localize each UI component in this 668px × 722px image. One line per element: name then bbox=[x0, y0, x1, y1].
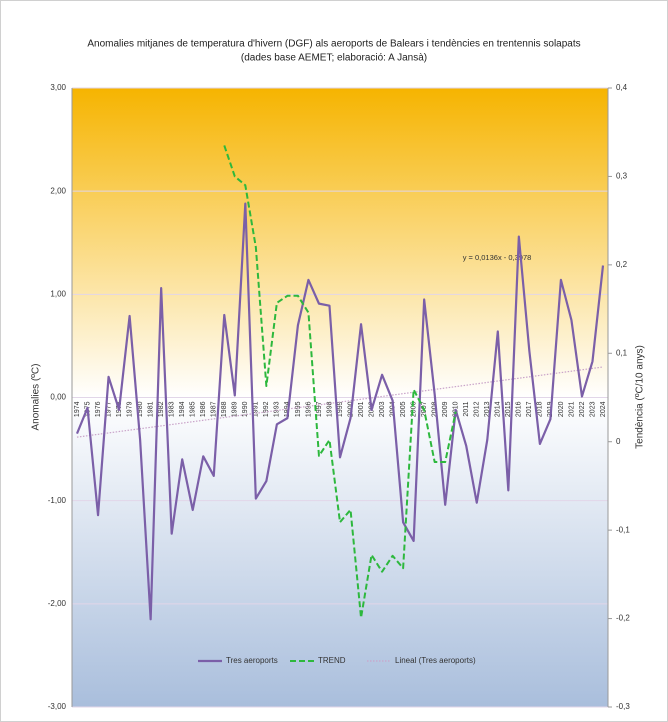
x-tick-label: 1991 bbox=[253, 401, 260, 417]
legend-label: Tres aeroports bbox=[226, 656, 278, 665]
x-tick-label: 1980 bbox=[137, 401, 144, 417]
x-tick-label: 1981 bbox=[147, 401, 154, 417]
x-tick-label: 1990 bbox=[242, 401, 249, 417]
y-tick-label: -3,00 bbox=[48, 702, 67, 711]
x-tick-label: 2015 bbox=[505, 401, 512, 417]
y-tick-label: 2,00 bbox=[50, 186, 66, 195]
x-tick-label: 2020 bbox=[558, 401, 565, 417]
trendline-equation: y = 0,0136x - 0,3978 bbox=[463, 253, 532, 262]
y2-tick-label: -0,3 bbox=[616, 702, 630, 711]
x-tick-label: 2016 bbox=[516, 401, 523, 417]
legend-label: Lineal (Tres aeroports) bbox=[395, 656, 476, 665]
x-tick-label: 1989 bbox=[232, 401, 239, 417]
series-line bbox=[75, 202, 605, 621]
x-tick-label: 1974 bbox=[74, 401, 81, 417]
y2-tick-label: 0,3 bbox=[616, 172, 628, 181]
series-line bbox=[223, 145, 457, 619]
x-tick-label: 1996 bbox=[305, 401, 312, 417]
y-tick-label: -2,00 bbox=[48, 599, 67, 608]
y2-tick-label: -0,2 bbox=[616, 614, 630, 623]
x-tick-label: 2013 bbox=[484, 401, 491, 417]
x-tick-label: 1997 bbox=[316, 401, 323, 417]
x-tick-label: 2021 bbox=[568, 401, 575, 417]
x-tick-label: 1998 bbox=[326, 401, 333, 417]
y-tick-label: 1,00 bbox=[50, 289, 66, 298]
x-tick-label: 2005 bbox=[400, 401, 407, 417]
x-tick-label: 2011 bbox=[463, 401, 470, 416]
x-tick-label: 1987 bbox=[211, 401, 218, 417]
x-tick-label: 1977 bbox=[105, 401, 112, 417]
x-tick-label: 2003 bbox=[379, 401, 386, 417]
y2-tick-label: 0 bbox=[616, 437, 621, 446]
y-tick-label: 3,00 bbox=[50, 83, 66, 92]
x-tick-label: 2022 bbox=[579, 401, 586, 417]
x-tick-label: 2014 bbox=[495, 401, 502, 417]
y2-tick-label: 0,1 bbox=[616, 348, 628, 357]
x-tick-label: 1976 bbox=[95, 401, 102, 417]
x-tick-label: 1993 bbox=[274, 401, 281, 417]
legend-label: TREND bbox=[318, 656, 346, 665]
chart-subtitle: (dades base AEMET; elaboració: A Jansà) bbox=[241, 53, 427, 64]
y-tick-label: 0,00 bbox=[50, 393, 66, 402]
y2-axis-label: Tendència (ºC/10 anys) bbox=[635, 345, 646, 449]
x-tick-label: 2012 bbox=[474, 401, 481, 417]
x-tick-label: 1985 bbox=[190, 401, 197, 417]
x-tick-label: 2018 bbox=[537, 401, 544, 417]
x-tick-label: 1986 bbox=[200, 401, 207, 417]
x-tick-label: 1992 bbox=[263, 401, 270, 417]
y2-tick-label: -0,1 bbox=[616, 525, 630, 534]
x-tick-label: 2024 bbox=[600, 401, 607, 417]
y-tick-label: -1,00 bbox=[48, 496, 67, 505]
y2-tick-label: 0,2 bbox=[616, 260, 628, 269]
x-tick-label: 2006 bbox=[410, 401, 417, 417]
x-tick-label: 2001 bbox=[358, 401, 365, 417]
x-tick-label: 2023 bbox=[589, 401, 596, 417]
x-tick-label: 1982 bbox=[158, 401, 165, 417]
x-tick-label: 1984 bbox=[179, 401, 186, 417]
y-axis-label: Anomalies (ºC) bbox=[31, 363, 42, 430]
y2-tick-label: 0,4 bbox=[616, 83, 628, 92]
x-tick-label: 1999 bbox=[337, 401, 344, 417]
trendline bbox=[76, 366, 604, 438]
chart-title: Anomalies mitjanes de temperatura d'hive… bbox=[87, 39, 580, 50]
x-tick-label: 1988 bbox=[221, 401, 228, 417]
x-tick-label: 1983 bbox=[169, 401, 176, 417]
x-tick-label: 1979 bbox=[126, 401, 133, 417]
x-tick-label: 2009 bbox=[442, 401, 449, 417]
x-tick-label: 2017 bbox=[526, 401, 533, 417]
x-tick-label: 1995 bbox=[295, 401, 302, 417]
